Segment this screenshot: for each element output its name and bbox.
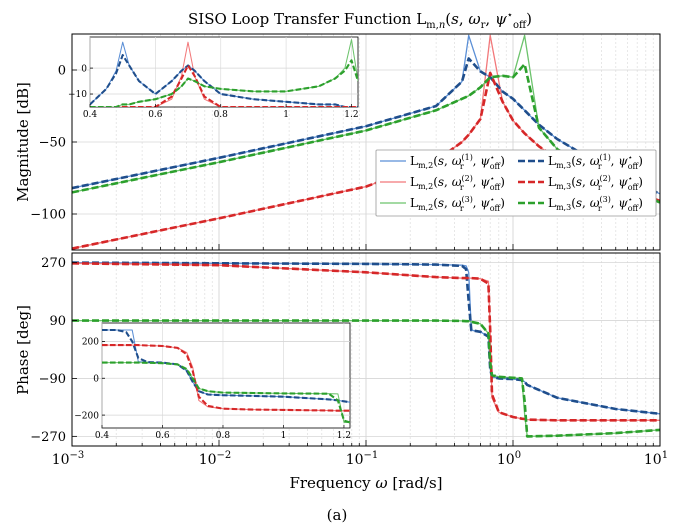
x-tick-label: 0.8 — [214, 110, 229, 120]
figure-label: (a) — [327, 506, 348, 524]
phase-y-label: Phase [deg] — [14, 305, 32, 395]
x-tick-label: 10−3 — [52, 450, 85, 468]
x-tick-label: 0.8 — [216, 431, 231, 441]
series-line-6 — [102, 361, 350, 424]
y-tick-label: −100 — [30, 208, 66, 223]
magnitude-y-label: Magnitude [dB] — [14, 82, 32, 202]
x-tick-label: 10−2 — [199, 450, 232, 468]
magnitude-inset: 0.4 0.6 0.8 1 1.2 0 −10 — [68, 36, 359, 120]
legend-entry: Lm,2(s, ω(2) r, ψ⋆ off) — [410, 174, 505, 192]
legend-entry: Lm,2(s, ω(1) r, ψ⋆ off) — [410, 153, 505, 171]
x-tick-label: 1.2 — [337, 431, 351, 441]
y-tick-label: 0 — [93, 374, 99, 384]
x-tick-label: 1 — [283, 110, 289, 120]
x-tick-label: 1 — [281, 431, 287, 441]
legend-entry: Lm,2(s, ω(3) r, ψ⋆ off) — [410, 195, 505, 213]
phase-inset: 0.4 0.6 0.8 1 1.2 200 0 −200 — [74, 322, 351, 441]
series-line-6 — [90, 59, 358, 107]
y-tick-label: 200 — [82, 338, 99, 348]
y-tick-label: −50 — [39, 136, 66, 151]
legend-entry: Lm,3(s, ω(2) r, ψ⋆ off) — [548, 174, 643, 192]
y-tick-label: −10 — [68, 90, 87, 100]
series-line-6 — [72, 319, 660, 438]
legend-entry: Lm,3(s, ω(1) r, ψ⋆ off) — [548, 153, 643, 171]
x-tick-label: 0.4 — [95, 431, 110, 441]
x-tick-label: 0.6 — [148, 110, 163, 120]
x-tick-label: 0.4 — [83, 110, 98, 120]
chart-title: SISO Loop Transfer Function Lm,n(s, ωr, … — [188, 10, 532, 31]
series-line-6 — [72, 62, 660, 204]
phase-series — [72, 261, 660, 438]
y-tick-label: −90 — [39, 372, 66, 387]
y-tick-label: 270 — [41, 256, 66, 271]
phase-y-ticks: 270 90 −90 −270 — [30, 256, 77, 445]
x-tick-label: 101 — [644, 450, 668, 468]
phase-x-ticks: 10−3 10−2 10−1 100 101 — [52, 450, 668, 468]
series-line-4 — [72, 57, 660, 195]
y-tick-label: 0 — [58, 64, 66, 79]
x-tick-label: 1.2 — [344, 110, 358, 120]
x-axis-label: Frequency ω [rad/s] — [289, 474, 442, 492]
legend: Lm,2(s, ω(1) r, ψ⋆ off) Lm,2(s, ω(2) r, ψ⋆ of… — [375, 149, 657, 217]
series-line-5 — [72, 262, 660, 422]
series-line-1 — [90, 41, 358, 107]
y-tick-label: 90 — [49, 314, 66, 329]
y-tick-label: 0 — [81, 64, 87, 74]
phase-axes-frame — [71, 252, 661, 447]
magnitude-y-ticks: 0 −50 −100 — [30, 64, 77, 223]
y-tick-label: −200 — [74, 411, 99, 421]
y-tick-label: −270 — [30, 430, 66, 445]
x-tick-label: 10−1 — [346, 450, 379, 468]
legend-entry: Lm,3(s, ω(3) r, ψ⋆ off) — [548, 195, 643, 213]
x-tick-label: 0.6 — [155, 431, 170, 441]
series-line-2 — [90, 41, 358, 107]
x-tick-label: 100 — [497, 450, 521, 468]
